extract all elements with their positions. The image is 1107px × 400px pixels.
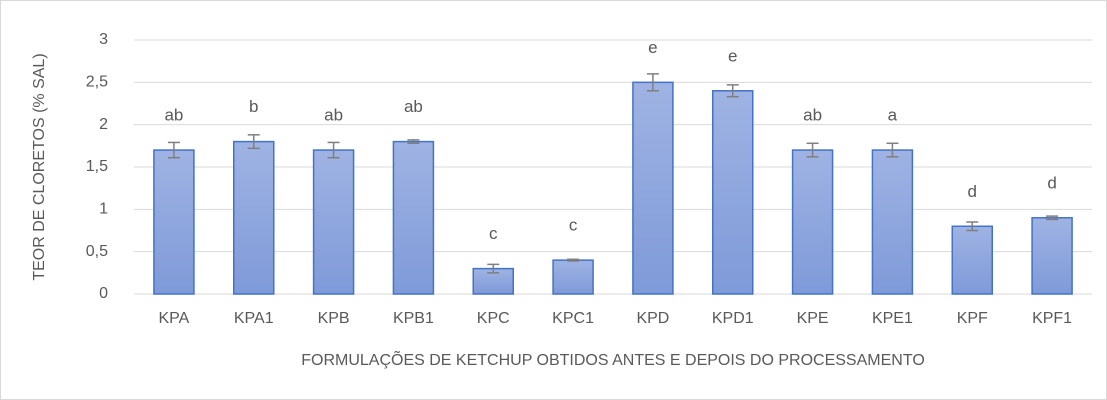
annotation: d (1047, 173, 1056, 192)
annotation: ab (324, 106, 343, 125)
x-tick-label: KPE (797, 310, 829, 327)
bar (153, 149, 195, 295)
y-tick-label: 3 (99, 31, 108, 48)
x-tick-label: KPD (636, 310, 669, 327)
error-bar (407, 139, 420, 145)
error-bar (966, 221, 979, 232)
bar (632, 81, 674, 295)
y-axis-title: TEOR DE CLORETOS (% SAL) (31, 53, 48, 280)
error-bar (806, 142, 819, 158)
error-bar (1046, 215, 1059, 221)
y-tick-label: 2,5 (86, 74, 108, 91)
annotation: e (728, 46, 737, 65)
x-tick-label: KPB (318, 310, 350, 327)
x-tick-label: KPD1 (712, 310, 754, 327)
error-bar (167, 141, 180, 159)
x-tick-label: KPC1 (552, 310, 594, 327)
bar (233, 140, 275, 295)
annotation: ab (164, 106, 183, 125)
error-bar (646, 73, 659, 92)
error-bar (567, 258, 580, 262)
x-tick-label: KPA (159, 310, 190, 327)
bar (712, 90, 754, 295)
y-tick-label: 1 (99, 201, 108, 218)
annotation: d (968, 182, 977, 201)
bar (791, 149, 834, 295)
annotation: b (249, 97, 258, 116)
y-tick-label: 0 (99, 285, 108, 302)
error-bar (247, 134, 260, 150)
annotation: ab (404, 97, 423, 116)
x-tick-label: KPF (957, 310, 988, 327)
annotation: a (888, 106, 898, 125)
error-bar (487, 263, 500, 274)
bar (312, 149, 355, 295)
error-bar (327, 141, 340, 159)
bar (1031, 217, 1073, 295)
annotation: ab (803, 106, 822, 125)
x-axis-title: FORMULAÇÕES DE KETCHUP OBTIDOS ANTES E D… (301, 349, 925, 369)
x-tick-label: KPA1 (234, 310, 274, 327)
error-bar (726, 84, 739, 98)
annotation: e (648, 38, 657, 57)
y-tick-label: 2 (99, 116, 108, 133)
bar (552, 259, 594, 295)
bar (871, 149, 914, 295)
bar (951, 225, 993, 295)
y-tick-label: 1,5 (86, 158, 108, 175)
x-tick-label: KPB1 (393, 310, 434, 327)
x-tick-label: KPE1 (872, 310, 913, 327)
bar (392, 140, 435, 295)
annotation: c (569, 216, 578, 235)
annotation: c (489, 224, 498, 243)
x-tick-label: KPF1 (1032, 310, 1072, 327)
x-tick-label: KPC (477, 310, 510, 327)
y-tick-label: 0,5 (86, 243, 108, 260)
error-bar (886, 142, 899, 158)
